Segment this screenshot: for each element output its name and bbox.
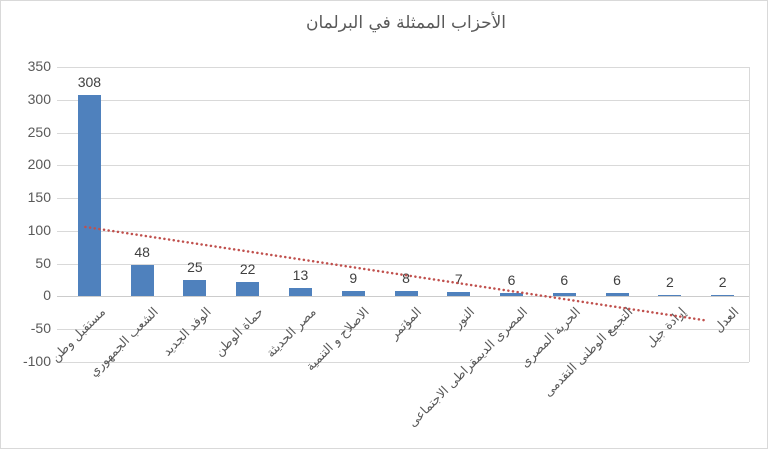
- bar: [711, 295, 735, 297]
- category-label: حماة الوطن: [211, 304, 267, 360]
- category-label: المؤتمر: [386, 304, 425, 343]
- y-axis-tick-label: 350: [27, 58, 51, 74]
- gridline: [57, 231, 749, 232]
- bar-data-label: 2: [718, 274, 727, 291]
- y-axis-tick-label: -50: [30, 320, 51, 337]
- category-label: النور: [450, 304, 478, 332]
- bar: [183, 280, 207, 297]
- gridline: [57, 329, 749, 330]
- bar: [236, 282, 260, 297]
- bar: [552, 292, 576, 297]
- gridline: [57, 165, 749, 166]
- y-axis-tick-label: 50: [35, 254, 51, 271]
- gridline: [57, 198, 749, 199]
- bar-data-label: 7: [454, 270, 463, 287]
- bar-data-label: 13: [292, 266, 309, 283]
- bar-data-label: 9: [349, 269, 358, 286]
- bar-data-label: 8: [402, 270, 410, 287]
- category-label: الوفد الجديد: [158, 304, 214, 360]
- category-label: العدل: [710, 304, 742, 336]
- gridline: [57, 133, 749, 134]
- gridline: [57, 67, 749, 68]
- y-axis-tick-label: 300: [27, 90, 51, 107]
- bar-data-label: 48: [134, 243, 150, 260]
- chart-title: الأحزاب الممثلة في البرلمان: [305, 13, 507, 33]
- bar: [658, 295, 682, 297]
- y-axis-tick-label: -100: [22, 353, 51, 369]
- bar-data-label: 2: [665, 274, 674, 291]
- bar: [394, 291, 418, 297]
- y-axis-tick-label: 150: [27, 189, 51, 206]
- bar-data-label: 6: [507, 271, 516, 288]
- bar-data-label: 6: [560, 271, 569, 288]
- y-axis-tick-label: 0: [43, 287, 51, 304]
- y-axis-tick-label: 100: [27, 221, 51, 238]
- gridline: [57, 362, 749, 363]
- bar-data-label: 25: [187, 259, 203, 276]
- category-label: التجمع الوطنى التقدمى: [540, 304, 636, 400]
- bar: [341, 290, 365, 297]
- y-axis-tick-label: 250: [27, 123, 51, 140]
- category-label: إرادة جيل: [642, 304, 689, 351]
- bar: [288, 287, 312, 297]
- gridline: [57, 264, 749, 265]
- bar: [447, 291, 471, 297]
- bar: [130, 264, 154, 297]
- bar: [77, 94, 101, 297]
- plot-right-border: [749, 67, 750, 362]
- bar-data-label: 22: [239, 261, 256, 278]
- y-axis-tick-label: 200: [27, 156, 51, 173]
- category-label: مصر الحديثة: [263, 304, 320, 361]
- bar: [500, 292, 524, 297]
- bar-data-label: 308: [77, 73, 102, 90]
- bar-data-label: 6: [613, 271, 621, 288]
- bar: [605, 292, 629, 297]
- gridline: [57, 100, 749, 101]
